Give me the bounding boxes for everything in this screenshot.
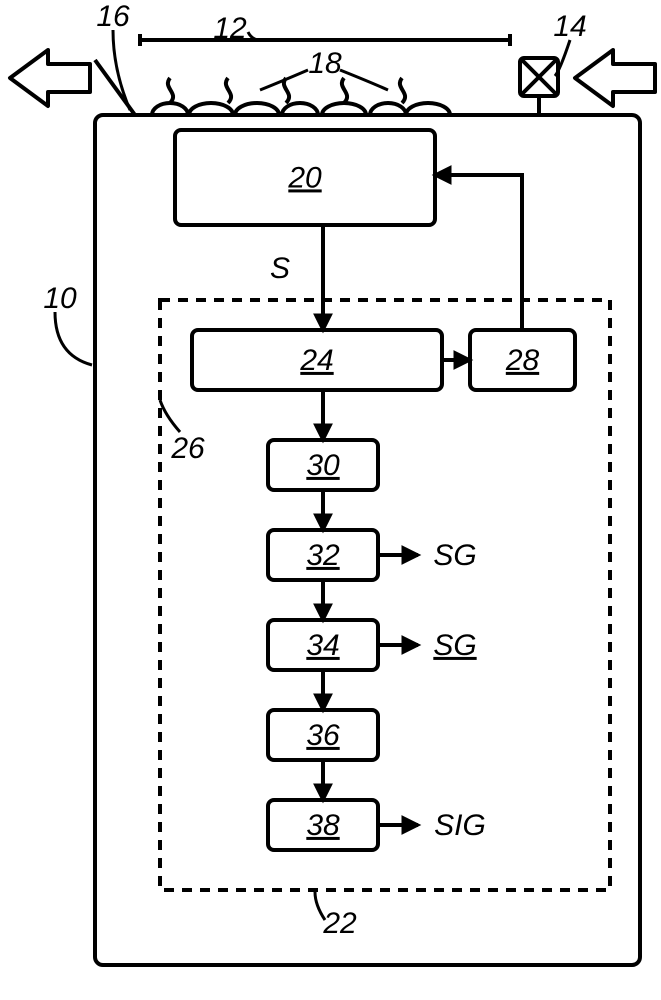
block-label-32: 32: [306, 539, 340, 572]
ref-22: 22: [322, 907, 357, 940]
block-label-28: 28: [505, 344, 540, 377]
leader-r10: [55, 312, 92, 365]
ref-S: S: [270, 252, 290, 285]
block-label-24: 24: [299, 344, 333, 377]
block-label-38: 38: [306, 809, 340, 842]
leader-r18b: [340, 70, 388, 90]
label-sg2: SG: [433, 629, 476, 662]
label-sg1: SG: [433, 539, 476, 572]
injector-1: [226, 78, 231, 103]
ref-26: 26: [170, 432, 205, 465]
block-label-20: 20: [287, 161, 322, 194]
leader-r26: [160, 400, 180, 432]
exhaust-arrow: [10, 50, 90, 106]
ref-10: 10: [43, 282, 77, 315]
injector-4: [400, 78, 405, 103]
arrow-feedback-28-20: [435, 175, 522, 330]
injector-0: [168, 78, 173, 103]
block-label-30: 30: [306, 449, 340, 482]
intake-arrow: [575, 50, 655, 106]
ref-16: 16: [96, 0, 130, 33]
injector-3: [342, 78, 347, 103]
outer-box: [95, 115, 640, 965]
injector-2: [284, 78, 289, 103]
ref-18: 18: [308, 47, 342, 80]
block-label-36: 36: [306, 719, 340, 752]
ref-14: 14: [553, 10, 586, 43]
label-sig: SIG: [434, 809, 486, 842]
ref-12: 12: [213, 12, 247, 45]
block-label-34: 34: [306, 629, 339, 662]
